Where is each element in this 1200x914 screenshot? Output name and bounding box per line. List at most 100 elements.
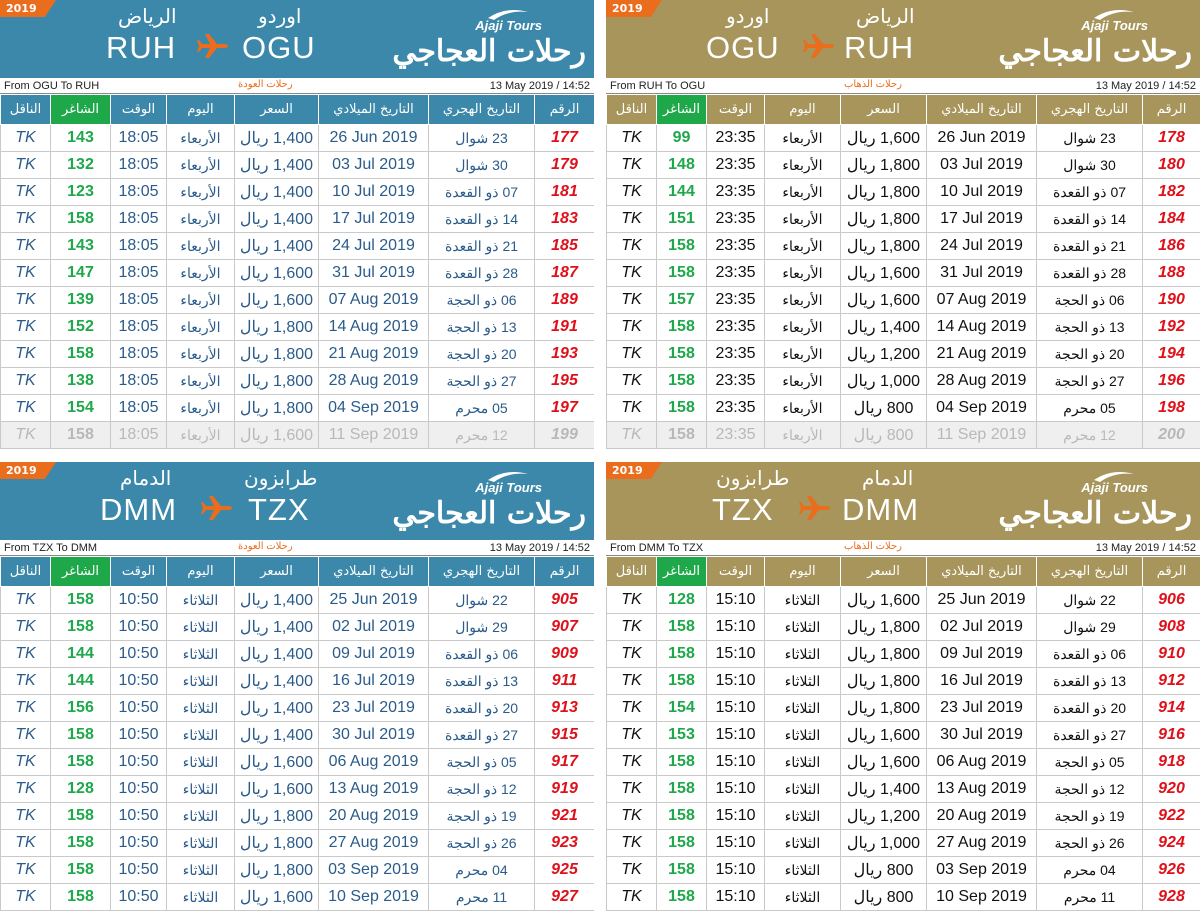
cell-number: 195 xyxy=(534,367,594,395)
cell-price: 1,800 ريال xyxy=(840,640,927,668)
cell-number: 918 xyxy=(1142,748,1200,776)
cell-carrier: TK xyxy=(0,856,51,884)
cell-seats: 158 xyxy=(656,667,707,695)
col-gregorian: التاريخ الميلادي xyxy=(926,556,1037,587)
cell-seats: 158 xyxy=(50,421,111,449)
cell-carrier: TK xyxy=(606,178,657,206)
cell-carrier: TK xyxy=(0,694,51,722)
cell-number: 926 xyxy=(1142,856,1200,884)
cell-seats: 151 xyxy=(656,205,707,233)
year-badge: 2019 xyxy=(0,462,56,479)
cell-time: 18:05 xyxy=(110,313,167,341)
cell-gregorian: 17 Jul 2019 xyxy=(926,205,1037,233)
cell-price: 1,600 ريال xyxy=(234,421,319,449)
route-bar: From TZX To DMM رحلات العودة 13 May 2019… xyxy=(0,540,594,556)
cell-day: الأربعاء xyxy=(764,394,841,422)
col-day: اليوم xyxy=(166,556,235,587)
cell-seats: 158 xyxy=(656,313,707,341)
cell-number: 196 xyxy=(1142,367,1200,395)
cell-price: 1,600 ريال xyxy=(234,883,319,911)
cell-number: 182 xyxy=(1142,178,1200,206)
flight-row: TK 158 15:10 الثلاثاء 1,800 ريال 09 Jul 2019 0… xyxy=(606,640,1200,668)
cell-hijri: 28 ذو القعدة xyxy=(428,259,535,287)
trip-type: رحلات العودة xyxy=(238,79,293,90)
cell-gregorian: 10 Sep 2019 xyxy=(926,883,1037,911)
cell-price: 1,400 ريال xyxy=(234,667,319,695)
cell-time: 10:50 xyxy=(110,748,167,776)
cell-time: 23:35 xyxy=(706,394,765,422)
cell-hijri: 13 ذو القعدة xyxy=(428,667,535,695)
cell-hijri: 13 ذو الحجة xyxy=(1036,313,1143,341)
destination-city: الدمام xyxy=(120,466,172,490)
cell-number: 905 xyxy=(534,586,594,614)
col-gregorian: التاريخ الميلادي xyxy=(926,94,1037,125)
cell-number: 915 xyxy=(534,721,594,749)
col-number: الرقم xyxy=(534,94,594,125)
flight-row: TK 158 23:35 الأربعاء 1,200 ريال 21 Aug 2019 2… xyxy=(606,340,1200,368)
flights-table: الناقل الشاغر الوقت اليوم السعر التاريخ … xyxy=(606,94,1200,449)
cell-gregorian: 20 Aug 2019 xyxy=(318,802,429,830)
flight-row: TK 158 15:10 الثلاثاء 1,400 ريال 13 Aug 2019 1… xyxy=(606,775,1200,803)
cell-number: 911 xyxy=(534,667,594,695)
cell-day: الأربعاء xyxy=(166,124,235,152)
flight-row: TK 148 23:35 الأربعاء 1,800 ريال 03 Jul 2019 3… xyxy=(606,151,1200,179)
table-header-row: الناقل الشاغر الوقت اليوم السعر التاريخ … xyxy=(606,556,1200,587)
flight-row: TK 143 18:05 الأربعاء 1,400 ريال 24 Jul 2019 2… xyxy=(0,232,594,260)
cell-day: الثلاثاء xyxy=(166,883,235,911)
cell-number: 924 xyxy=(1142,829,1200,857)
cell-day: الأربعاء xyxy=(764,421,841,449)
cell-gregorian: 13 Aug 2019 xyxy=(318,775,429,803)
col-price: السعر xyxy=(234,556,319,587)
cell-seats: 158 xyxy=(656,802,707,830)
flight-row: TK 158 10:50 الثلاثاء 1,800 ريال 27 Aug 2019 2… xyxy=(0,829,594,857)
cell-carrier: TK xyxy=(606,775,657,803)
cell-hijri: 11 محرم xyxy=(1036,883,1143,911)
cell-seats: 143 xyxy=(50,124,111,152)
flights-body: TK 143 18:05 الأربعاء 1,400 ريال 26 Jun 2019 2… xyxy=(0,124,594,449)
cell-day: الأربعاء xyxy=(166,232,235,260)
flight-row: TK 158 15:10 الثلاثاء 800 ريال 10 Sep 2019 11 … xyxy=(606,883,1200,911)
swoosh-icon xyxy=(1094,10,1134,20)
cell-seats: 158 xyxy=(656,394,707,422)
cell-hijri: 22 شوال xyxy=(1036,586,1143,614)
cell-number: 917 xyxy=(534,748,594,776)
cell-gregorian: 31 Jul 2019 xyxy=(318,259,429,287)
cell-gregorian: 04 Sep 2019 xyxy=(318,394,429,422)
year-badge: 2019 xyxy=(606,0,662,17)
flight-row: TK 154 18:05 الأربعاء 1,800 ريال 04 Sep 2019 0… xyxy=(0,394,594,422)
col-day: اليوم xyxy=(764,556,841,587)
cell-time: 23:35 xyxy=(706,178,765,206)
cell-seats: 158 xyxy=(50,856,111,884)
cell-number: 928 xyxy=(1142,883,1200,911)
cell-number: 910 xyxy=(1142,640,1200,668)
cell-day: الأربعاء xyxy=(764,232,841,260)
cell-gregorian: 23 Jul 2019 xyxy=(926,694,1037,722)
cell-day: الثلاثاء xyxy=(166,586,235,614)
cell-seats: 158 xyxy=(656,232,707,260)
cell-seats: 152 xyxy=(50,313,111,341)
airplane-icon xyxy=(197,34,228,58)
cell-hijri: 23 شوال xyxy=(1036,124,1143,152)
cell-gregorian: 09 Jul 2019 xyxy=(318,640,429,668)
cell-day: الأربعاء xyxy=(166,205,235,233)
cell-gregorian: 03 Jul 2019 xyxy=(318,151,429,179)
cell-gregorian: 14 Aug 2019 xyxy=(318,313,429,341)
cell-number: 185 xyxy=(534,232,594,260)
cell-price: 1,800 ريال xyxy=(840,613,927,641)
cell-price: 1,200 ريال xyxy=(840,340,927,368)
col-seats: الشاغر xyxy=(50,94,111,125)
cell-number: 194 xyxy=(1142,340,1200,368)
brand-arabic: رحلات العجاجي xyxy=(392,496,586,531)
cell-time: 23:35 xyxy=(706,124,765,152)
flight-row: TK 144 10:50 الثلاثاء 1,400 ريال 16 Jul 2019 1… xyxy=(0,667,594,695)
cell-number: 921 xyxy=(534,802,594,830)
cell-seats: 144 xyxy=(656,178,707,206)
col-number: الرقم xyxy=(1142,94,1200,125)
cell-number: 186 xyxy=(1142,232,1200,260)
timestamp: 13 May 2019 / 14:52 xyxy=(489,542,590,554)
cell-price: 1,600 ريال xyxy=(840,748,927,776)
cell-price: 1,800 ريال xyxy=(840,232,927,260)
cell-gregorian: 21 Aug 2019 xyxy=(926,340,1037,368)
cell-day: الأربعاء xyxy=(764,340,841,368)
cell-price: 800 ريال xyxy=(840,421,927,449)
